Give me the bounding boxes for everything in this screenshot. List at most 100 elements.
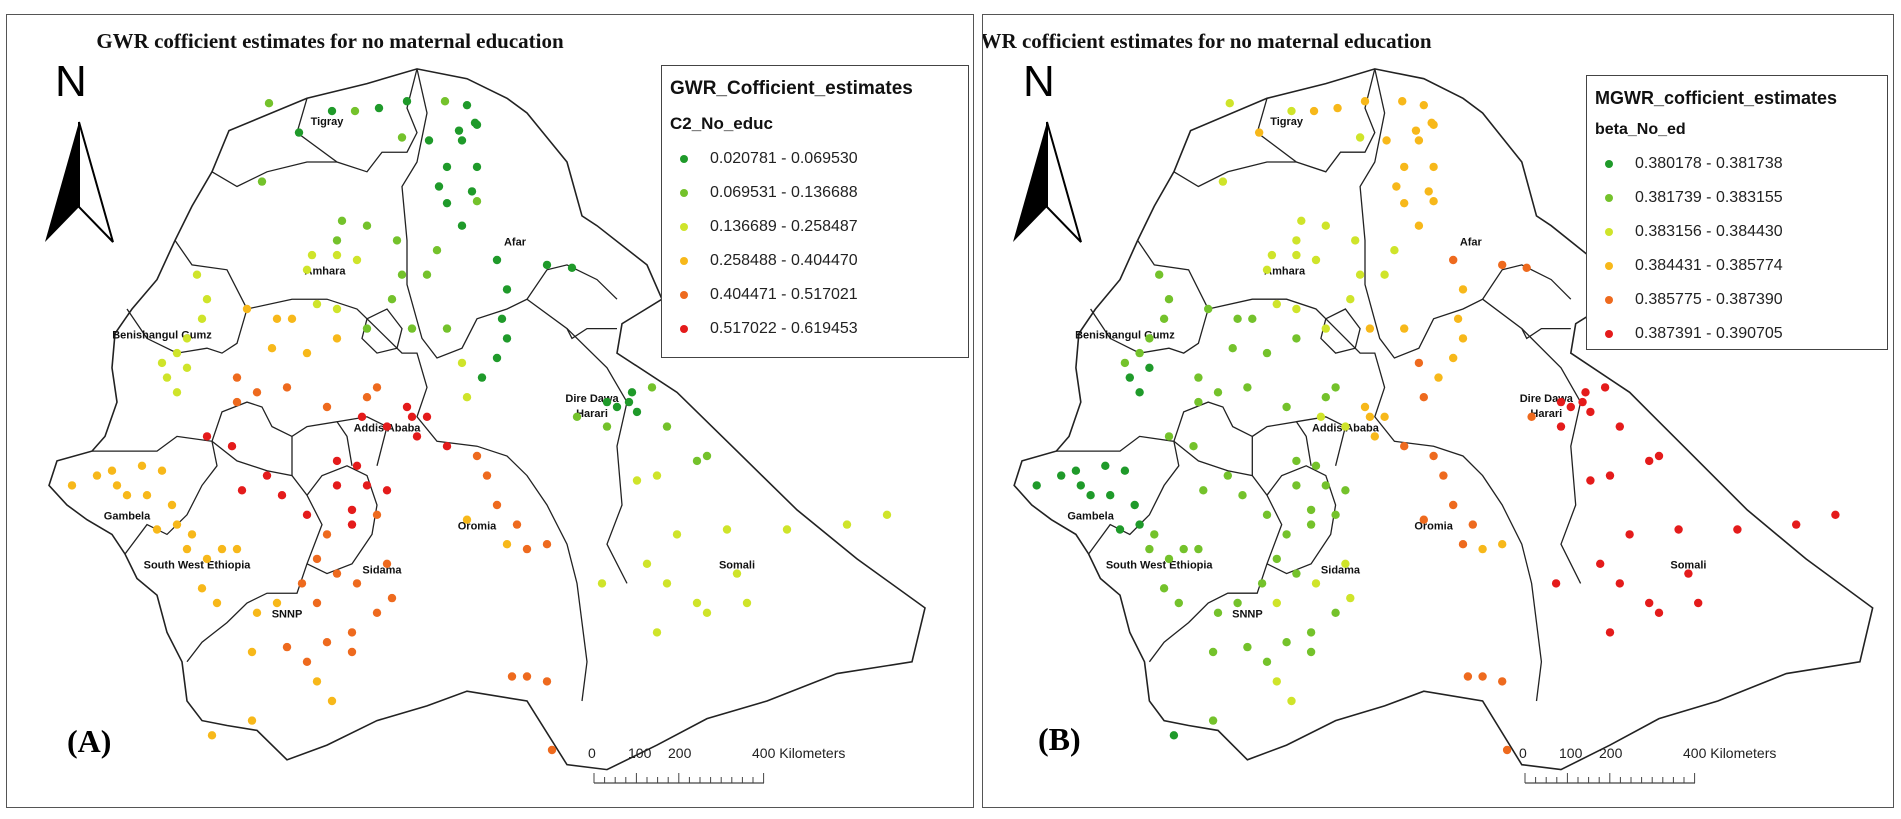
sample-point bbox=[1360, 97, 1370, 106]
region-label: Amhara bbox=[1264, 266, 1306, 278]
sample-point bbox=[1306, 647, 1316, 657]
north-arrow: N bbox=[35, 57, 125, 247]
sample-point bbox=[1439, 471, 1448, 480]
legend: MGWR_cofficient_estimates beta_No_ed 0.3… bbox=[1586, 75, 1888, 350]
region-label: Harari bbox=[576, 408, 608, 420]
sample-point bbox=[167, 500, 177, 510]
sample-point bbox=[1341, 559, 1350, 568]
sample-point bbox=[1382, 136, 1391, 145]
sample-point bbox=[362, 393, 372, 402]
sample-point bbox=[1478, 544, 1487, 554]
sample-point bbox=[1429, 162, 1438, 172]
sample-point bbox=[212, 598, 222, 608]
legend-swatch bbox=[1605, 194, 1613, 202]
sample-point bbox=[1596, 559, 1605, 568]
sample-point bbox=[1101, 461, 1110, 470]
sample-point bbox=[397, 133, 407, 142]
sample-point bbox=[272, 314, 282, 323]
legend-range: 0.381739 - 0.383155 bbox=[1635, 189, 1783, 206]
sample-point bbox=[382, 486, 392, 495]
region-boundary bbox=[1359, 68, 1572, 359]
sample-point bbox=[382, 559, 392, 568]
sample-point bbox=[1254, 128, 1264, 137]
sample-point bbox=[1208, 716, 1218, 725]
sample-point bbox=[662, 579, 672, 588]
region-label: Afar bbox=[1460, 236, 1483, 248]
sample-point bbox=[672, 530, 682, 539]
sample-point bbox=[1164, 295, 1174, 304]
sample-point bbox=[842, 520, 852, 529]
sample-point bbox=[1434, 373, 1443, 382]
sample-point bbox=[247, 647, 257, 657]
sample-point bbox=[442, 198, 452, 208]
sample-point bbox=[632, 407, 642, 417]
sample-point bbox=[1316, 412, 1326, 421]
sample-point bbox=[1556, 397, 1566, 407]
sample-point bbox=[1208, 647, 1218, 657]
sample-point bbox=[1297, 216, 1306, 225]
sample-point bbox=[1331, 510, 1340, 519]
sample-point bbox=[1321, 393, 1330, 402]
region-boundary bbox=[526, 298, 617, 340]
sample-point bbox=[327, 106, 337, 116]
sample-point bbox=[302, 348, 312, 358]
sample-point bbox=[454, 126, 464, 135]
sample-point bbox=[1292, 456, 1301, 466]
sample-point bbox=[1292, 236, 1301, 245]
sample-point bbox=[462, 393, 472, 402]
region-boundary bbox=[291, 421, 353, 476]
region-boundary bbox=[296, 68, 418, 173]
north-arrow: N bbox=[1003, 57, 1093, 247]
sample-point bbox=[542, 540, 552, 549]
sample-point bbox=[1213, 388, 1223, 397]
legend-range: 0.258488 - 0.404470 bbox=[710, 252, 858, 269]
legend-title: MGWR_cofficient_estimates bbox=[1595, 88, 1838, 108]
sample-point bbox=[1213, 608, 1223, 617]
sample-point bbox=[197, 584, 207, 593]
region-label: Gambela bbox=[104, 511, 151, 523]
sample-point bbox=[1468, 520, 1477, 529]
sample-point bbox=[1502, 745, 1512, 755]
sample-point bbox=[1194, 373, 1203, 382]
sample-point bbox=[1414, 358, 1424, 368]
sample-point bbox=[1287, 696, 1296, 706]
sample-point bbox=[652, 628, 662, 637]
sample-point bbox=[107, 466, 117, 475]
legend-range: 0.069531 - 0.136688 bbox=[710, 184, 858, 201]
region-boundary bbox=[1173, 401, 1253, 442]
sample-point bbox=[1449, 500, 1458, 510]
region-label: Benishangul Gumz bbox=[1075, 329, 1175, 341]
sample-point bbox=[1262, 657, 1272, 666]
legend-item: 0.385775 - 0.387390 bbox=[1605, 283, 1887, 317]
region-boundary bbox=[566, 328, 628, 584]
sample-point bbox=[432, 246, 442, 255]
sample-point bbox=[1243, 642, 1252, 652]
legend-range: 0.020781 - 0.069530 bbox=[710, 150, 858, 167]
sample-point bbox=[1135, 388, 1144, 397]
sample-point bbox=[1615, 422, 1624, 431]
sample-point bbox=[1400, 162, 1409, 172]
sample-point bbox=[642, 559, 652, 568]
sample-point bbox=[1135, 520, 1144, 529]
sample-point bbox=[1556, 422, 1566, 431]
sample-point bbox=[202, 554, 212, 564]
scale-tick-label: 100 bbox=[1559, 745, 1583, 761]
sample-point bbox=[512, 520, 522, 529]
sample-point bbox=[1400, 198, 1409, 208]
sample-point bbox=[662, 422, 672, 431]
region-boundary bbox=[1296, 416, 1347, 466]
sample-point bbox=[1106, 491, 1115, 500]
sample-point bbox=[1311, 461, 1321, 470]
sample-point bbox=[1694, 598, 1703, 608]
sample-point bbox=[502, 540, 512, 549]
sample-point bbox=[472, 162, 482, 172]
sample-point bbox=[1248, 314, 1257, 323]
sample-point bbox=[1429, 451, 1438, 461]
sample-point bbox=[1223, 471, 1232, 480]
sample-point bbox=[1333, 103, 1342, 113]
sample-point bbox=[182, 544, 192, 554]
legend-item: 0.069531 - 0.136688 bbox=[680, 176, 968, 210]
sample-point bbox=[1262, 510, 1272, 519]
sample-point bbox=[217, 544, 227, 554]
region-boundary bbox=[126, 240, 248, 354]
